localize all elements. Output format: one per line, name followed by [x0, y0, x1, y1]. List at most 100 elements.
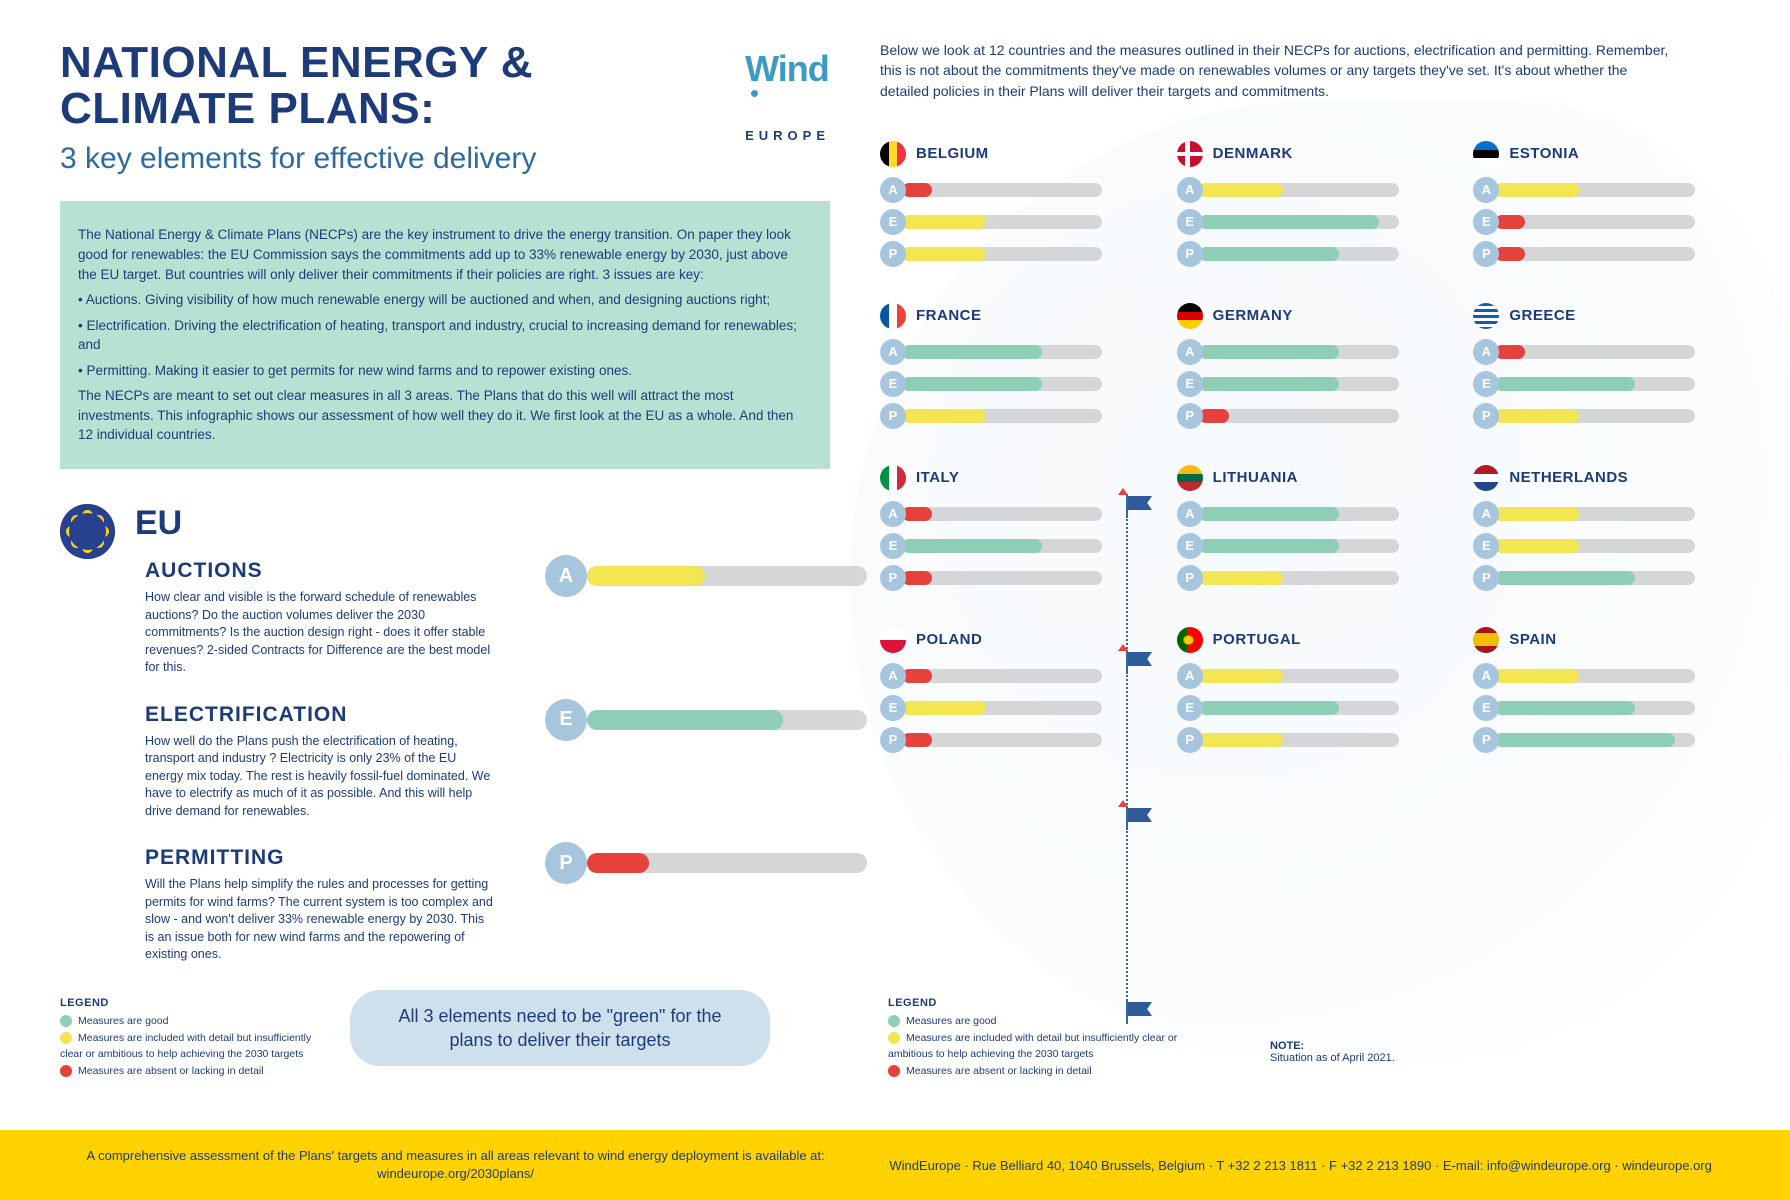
eu-section-permitting: PERMITTING Will the Plans help simplify …	[145, 846, 830, 964]
bar-fill	[1199, 215, 1379, 229]
note-text: Situation as of April 2021.	[1270, 1052, 1395, 1064]
country-header: LITHUANIA	[1177, 465, 1434, 491]
bar-track	[1495, 701, 1695, 715]
bar-row-a: A	[880, 501, 1137, 527]
country-name: NETHERLANDS	[1509, 469, 1628, 486]
bar-track	[1495, 247, 1695, 261]
bar-fill	[1495, 377, 1635, 391]
bar-fill	[1495, 409, 1579, 423]
bar-row-a: A	[1177, 663, 1434, 689]
flag-marker-icon	[1126, 494, 1170, 518]
eu-sections: AUCTIONS How clear and visible is the fo…	[145, 559, 830, 964]
metric-badge-a: A	[1473, 501, 1499, 527]
bar-fill	[902, 345, 1042, 359]
bar-track	[902, 183, 1102, 197]
bar-fill	[902, 669, 932, 683]
eu-bar-wrap: E	[545, 699, 867, 741]
metric-badge-p: P	[1473, 565, 1499, 591]
flag-estonia-icon	[1473, 141, 1499, 167]
bar-track	[1199, 345, 1399, 359]
eu-section-desc: How well do the Plans push the electrifi…	[145, 733, 495, 821]
country-denmark: DENMARK A E P	[1177, 141, 1434, 267]
right-column: Below we look at 12 countries and the me…	[870, 0, 1790, 1110]
country-name: BELGIUM	[916, 145, 989, 162]
country-header: DENMARK	[1177, 141, 1434, 167]
legend-left: LEGEND Measures are good Measures are in…	[60, 995, 320, 1080]
country-bars: A E P	[1177, 339, 1434, 429]
bar-track	[1199, 409, 1399, 423]
country-bars: A E P	[1177, 501, 1434, 591]
bar-row-e: E	[1177, 209, 1434, 235]
bar-track	[902, 733, 1102, 747]
bar-track	[902, 571, 1102, 585]
flag-netherlands-icon	[1473, 465, 1499, 491]
red-triangle-icon	[1118, 644, 1128, 651]
page-subtitle: 3 key elements for effective delivery	[60, 142, 705, 176]
bar-track	[902, 247, 1102, 261]
country-header: PORTUGAL	[1177, 627, 1434, 653]
country-header: POLAND	[880, 627, 1137, 653]
country-portugal: PORTUGAL A E P	[1177, 627, 1434, 753]
flag-lithuania-icon	[1177, 465, 1203, 491]
bar-fill	[1495, 345, 1525, 359]
country-grid: BELGIUM A E P DENMARK	[880, 141, 1730, 753]
eu-section-electrification: ELECTRIFICATION How well do the Plans pu…	[145, 703, 830, 821]
bar-track	[1199, 571, 1399, 585]
metric-badge-p: P	[880, 727, 906, 753]
bar-row-p: P	[1473, 241, 1730, 267]
bar-track	[1495, 507, 1695, 521]
eu-flag-icon	[60, 504, 115, 559]
bar-fill	[902, 701, 986, 715]
bar-track	[1495, 669, 1695, 683]
bar-track	[1199, 377, 1399, 391]
bar-track	[902, 215, 1102, 229]
legend-header: LEGEND	[60, 995, 320, 1013]
country-name: DENMARK	[1213, 145, 1293, 162]
legend-partial: Measures are included with detail but in…	[888, 1032, 1177, 1061]
callout-pill: All 3 elements need to be "green" for th…	[350, 990, 770, 1067]
country-bars: A E P	[880, 177, 1137, 267]
bar-track	[1199, 247, 1399, 261]
eu-section-desc: Will the Plans help simplify the rules a…	[145, 876, 495, 964]
country-header: GREECE	[1473, 303, 1730, 329]
metric-badge-a: A	[1177, 663, 1203, 689]
bar-fill	[1495, 183, 1579, 197]
bar-fill	[1199, 571, 1283, 585]
country-bars: A E P	[880, 501, 1137, 591]
flag-france-icon	[880, 303, 906, 329]
bar-row-p: P	[880, 727, 1137, 753]
metric-badge-e: E	[545, 699, 587, 741]
bar-row-a: A	[880, 177, 1137, 203]
bar-row-a: A	[1177, 339, 1434, 365]
bar-fill	[902, 247, 986, 261]
intro-p1: The National Energy & Climate Plans (NEC…	[78, 225, 800, 284]
country-bars: A E P	[880, 339, 1137, 429]
flag-germany-icon	[1177, 303, 1203, 329]
bar-fill	[1495, 669, 1579, 683]
legend-partial: Measures are included with detail but in…	[60, 1032, 311, 1061]
intro-p2: The NECPs are meant to set out clear mea…	[78, 386, 800, 445]
note-block: NOTE: Situation as of April 2021.	[1270, 1040, 1395, 1064]
intro-bullet-permitting: • Permitting. Making it easier to get pe…	[78, 361, 800, 381]
bar-row-p: P	[1177, 241, 1434, 267]
bar-fill	[902, 215, 986, 229]
country-estonia: ESTONIA A E P	[1473, 141, 1730, 267]
bar-row-e: E	[1473, 371, 1730, 397]
bar-row-e: E	[880, 533, 1137, 559]
country-netherlands: NETHERLANDS A E P	[1473, 465, 1730, 591]
country-name: LITHUANIA	[1213, 469, 1298, 486]
metric-badge-a: A	[1177, 501, 1203, 527]
country-name: GREECE	[1509, 307, 1575, 324]
country-france: FRANCE A E P	[880, 303, 1137, 429]
bar-fill	[1495, 571, 1635, 585]
footer-right: WindEurope · Rue Belliard 40, 1040 Bruss…	[861, 1158, 1740, 1173]
bar-track	[902, 701, 1102, 715]
metric-badge-p: P	[880, 241, 906, 267]
bar-fill	[1199, 409, 1229, 423]
bar-row-p: P	[1177, 403, 1434, 429]
bar-fill	[1199, 539, 1339, 553]
eu-title: EU	[135, 504, 182, 555]
swatch-good-icon	[60, 1015, 72, 1027]
metric-badge-e: E	[1177, 695, 1203, 721]
metric-badge-p: P	[880, 403, 906, 429]
